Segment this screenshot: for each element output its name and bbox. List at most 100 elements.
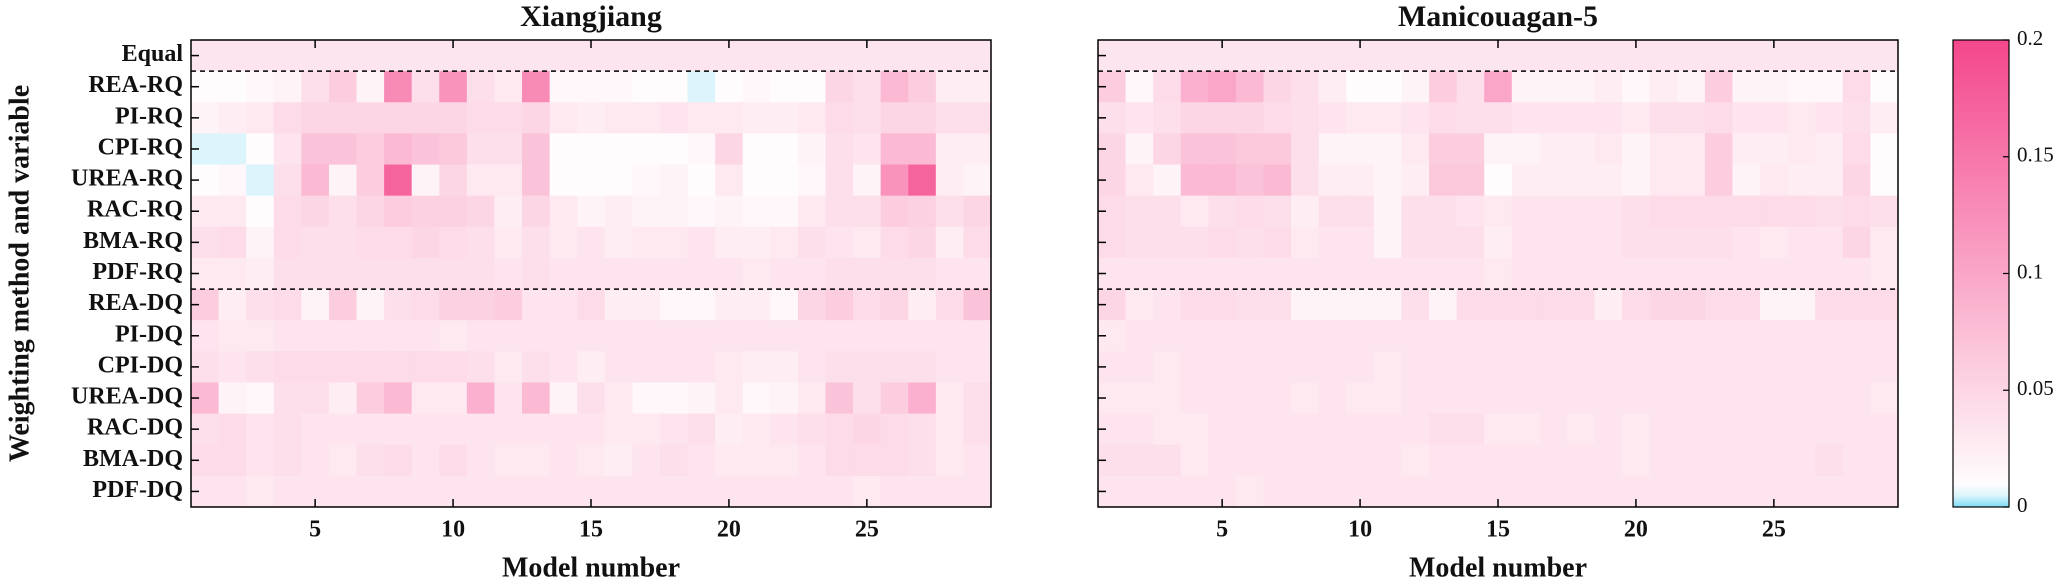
heat-cell [1456,351,1485,383]
heat-cell [1401,71,1430,103]
heat-cell [1622,102,1651,134]
heat-cell [1125,133,1154,166]
heat-cell [632,444,661,477]
heat-cell [1346,351,1375,383]
heat-cell [742,257,771,290]
heat-cell [908,289,937,321]
heat-cell [1539,257,1568,290]
heat-cell [1484,133,1513,166]
heat-cell [1566,195,1596,228]
heat-cell [1401,226,1430,259]
heat-cell [1539,351,1568,383]
heat-cell [1760,382,1789,415]
heat-cell [908,413,937,446]
heat-cell [604,382,633,415]
heat-cell [770,40,799,72]
heat-cell [1649,226,1678,259]
heat-cell [1456,444,1485,477]
heat-cell [246,164,275,197]
heat-cell [853,195,882,228]
heat-cell [466,71,495,103]
heat-cell [1373,257,1402,290]
heat-cell [384,102,413,134]
heat-cell [246,226,275,259]
heat-cell [1153,320,1182,352]
heat-cell [1594,257,1623,290]
colorbar-tick-label: 0.05 [2017,376,2054,400]
heat-cell [1208,71,1237,103]
heat-cell [604,40,633,72]
heat-cell [1842,413,1871,446]
heat-cell [1649,133,1678,166]
heat-cell [1704,475,1733,508]
heat-cell [935,257,964,290]
heat-cell [1594,164,1623,197]
heat-cell [1511,257,1540,290]
heat-cell [825,71,854,103]
x-tick-label: 10 [1348,517,1372,543]
heat-cell [1401,257,1430,290]
heat-cell [1235,475,1265,508]
heat-cell [301,413,330,446]
heat-cell [1429,257,1458,290]
heat-cell [1787,382,1816,415]
heat-cell [935,320,964,352]
heat-cell [384,71,413,103]
heat-cell [1815,40,1844,72]
heat-cell [577,444,606,477]
heat-cell [825,351,854,383]
heat-cell [1208,195,1237,228]
heat-cell [1318,289,1347,321]
heat-cell [908,257,937,290]
heat-cell [549,444,578,477]
heat-cell [494,444,523,477]
colorbar-tick-label: 0.1 [2017,259,2043,283]
heat-cell [659,133,689,166]
heat-cell [384,164,413,197]
heat-cell [1787,133,1816,166]
heat-cell [1511,195,1540,228]
heat-cell [880,164,909,197]
heat-cell [935,40,964,72]
heat-cell [1153,351,1182,383]
heat-cell [1594,40,1623,72]
heat-cell [1649,475,1678,508]
heat-cell [1208,226,1237,259]
heat-cell [742,413,771,446]
heat-cell [1539,133,1568,166]
heat-cell [328,195,358,228]
heat-cell [604,102,633,134]
heat-cell [466,133,495,166]
heat-cell [1318,133,1347,166]
heat-cell [880,289,909,321]
y-tick-label: PDF-RQ [92,259,183,285]
heat-cell [770,475,799,508]
heat-cell [494,475,523,508]
heat-cell [1842,226,1871,259]
x-tick-label: 20 [717,517,741,543]
heat-cell [908,71,937,103]
heat-cell [1291,475,1320,508]
heat-cell [1153,413,1182,446]
heat-cell [1622,71,1651,103]
heat-cell [1125,475,1154,508]
heat-cell [1125,40,1154,72]
heat-cell [908,164,937,197]
heat-cell [1373,133,1402,166]
heat-cell [1180,475,1209,508]
heat-cell [301,164,330,197]
heat-cell [1511,164,1540,197]
heat-cell [1401,351,1430,383]
heat-cell [494,133,523,166]
heat-cell [494,195,523,228]
heat-cell [273,71,302,103]
heat-cell [522,257,551,290]
heat-cell [1677,289,1706,321]
heat-cell [853,320,882,352]
heat-cell [1346,164,1375,197]
heat-cell [770,320,799,352]
heat-cell [328,444,358,477]
heat-cell [1760,351,1789,383]
y-tick-label: CPI-DQ [98,352,183,378]
heat-cell [908,351,937,383]
